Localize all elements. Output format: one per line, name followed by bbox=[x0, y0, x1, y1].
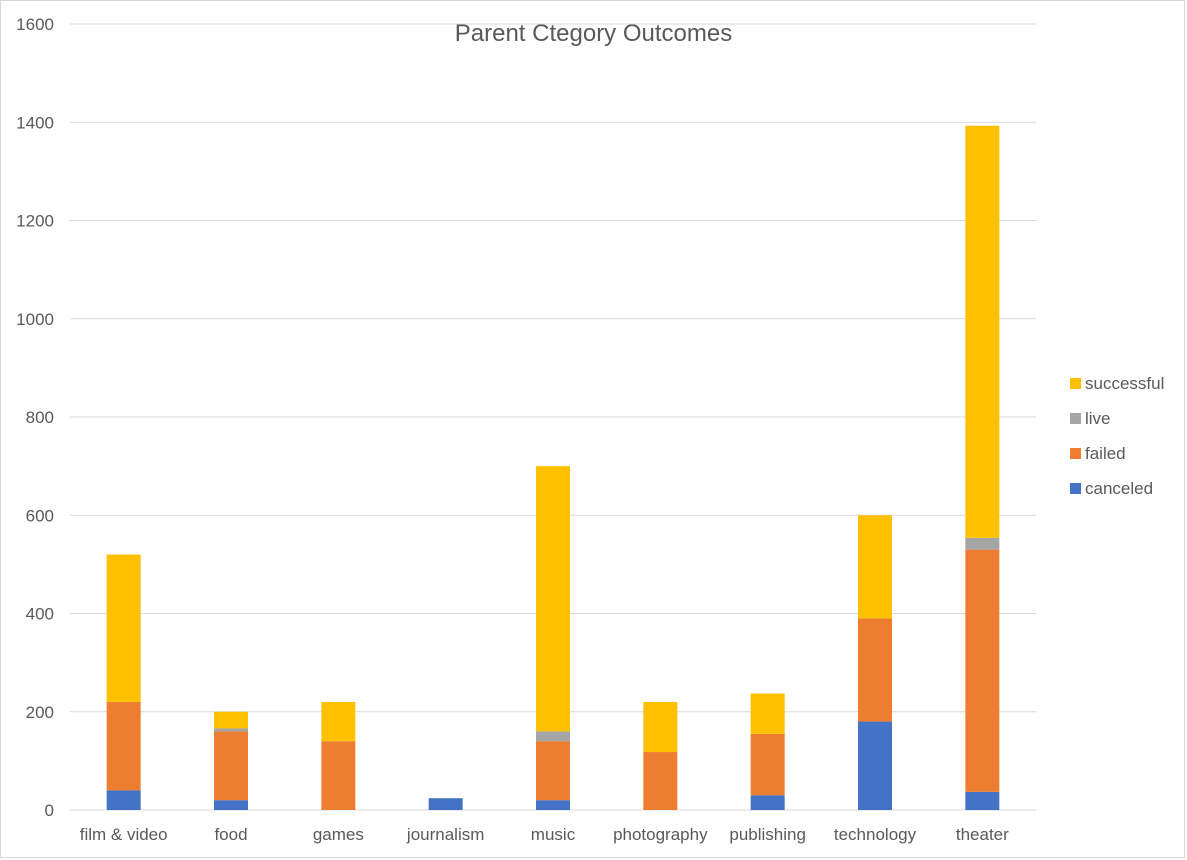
bar-segment-canceled bbox=[965, 791, 1000, 810]
bar-segment-canceled bbox=[750, 795, 785, 810]
bar-segment-canceled bbox=[536, 800, 570, 810]
y-tick-label: 400 bbox=[26, 605, 54, 624]
y-tick-label: 800 bbox=[26, 408, 54, 427]
bar-segment-failed bbox=[858, 618, 892, 722]
y-tick-label: 1200 bbox=[16, 212, 54, 231]
x-tick-label: food bbox=[214, 825, 247, 844]
y-tick-label: 600 bbox=[26, 506, 54, 525]
bar-segment-successful bbox=[965, 125, 1000, 538]
legend-item-canceled: canceled bbox=[1070, 471, 1180, 506]
bar-segment-successful bbox=[536, 466, 570, 732]
bar-segment-canceled bbox=[428, 798, 463, 810]
legend-swatch bbox=[1070, 378, 1081, 389]
x-tick-label: games bbox=[313, 825, 364, 844]
bar-segment-live bbox=[214, 728, 248, 732]
bar-segment-live bbox=[536, 731, 570, 742]
legend-label: canceled bbox=[1085, 478, 1154, 498]
bar-segment-failed bbox=[321, 741, 356, 810]
bar-segment-successful bbox=[643, 701, 678, 753]
legend-swatch bbox=[1070, 448, 1081, 459]
x-tick-label: journalism bbox=[406, 825, 484, 844]
legend: successful live failed canceled bbox=[1070, 366, 1180, 506]
legend-swatch bbox=[1070, 413, 1081, 424]
bar-segment-failed bbox=[965, 549, 1000, 792]
bar-segment-failed bbox=[750, 733, 785, 796]
legend-label: live bbox=[1085, 408, 1111, 428]
legend-item-failed: failed bbox=[1070, 436, 1180, 471]
y-tick-label: 0 bbox=[45, 801, 54, 820]
y-tick-label: 1000 bbox=[16, 310, 54, 329]
bar-segment-failed bbox=[536, 741, 570, 801]
legend-label: failed bbox=[1085, 443, 1126, 463]
bar-segment-canceled bbox=[858, 721, 892, 810]
bar-segment-failed bbox=[214, 731, 248, 801]
bar-segment-canceled bbox=[214, 800, 248, 810]
bar-segment-successful bbox=[214, 711, 248, 729]
x-tick-label: theater bbox=[956, 825, 1009, 844]
y-tick-label: 200 bbox=[26, 703, 54, 722]
legend-item-live: live bbox=[1070, 401, 1180, 436]
bar-segment-failed bbox=[643, 752, 678, 810]
bar-segment-failed bbox=[106, 701, 141, 791]
bar-segment-canceled bbox=[106, 790, 141, 810]
bar-segment-successful bbox=[750, 693, 785, 734]
bar-segment-successful bbox=[106, 554, 141, 702]
y-tick-label: 1600 bbox=[16, 15, 54, 34]
legend-swatch bbox=[1070, 483, 1081, 494]
x-tick-label: film & video bbox=[80, 825, 168, 844]
y-tick-label: 1400 bbox=[16, 113, 54, 132]
x-tick-label: technology bbox=[834, 825, 917, 844]
legend-item-successful: successful bbox=[1070, 366, 1180, 401]
bar-segment-successful bbox=[321, 701, 356, 742]
bar-segment-live bbox=[965, 537, 1000, 550]
x-tick-label: music bbox=[531, 825, 576, 844]
x-tick-label: photography bbox=[613, 825, 708, 844]
bar-segment-successful bbox=[858, 515, 892, 619]
x-tick-label: publishing bbox=[729, 825, 806, 844]
legend-label: successful bbox=[1085, 373, 1165, 393]
